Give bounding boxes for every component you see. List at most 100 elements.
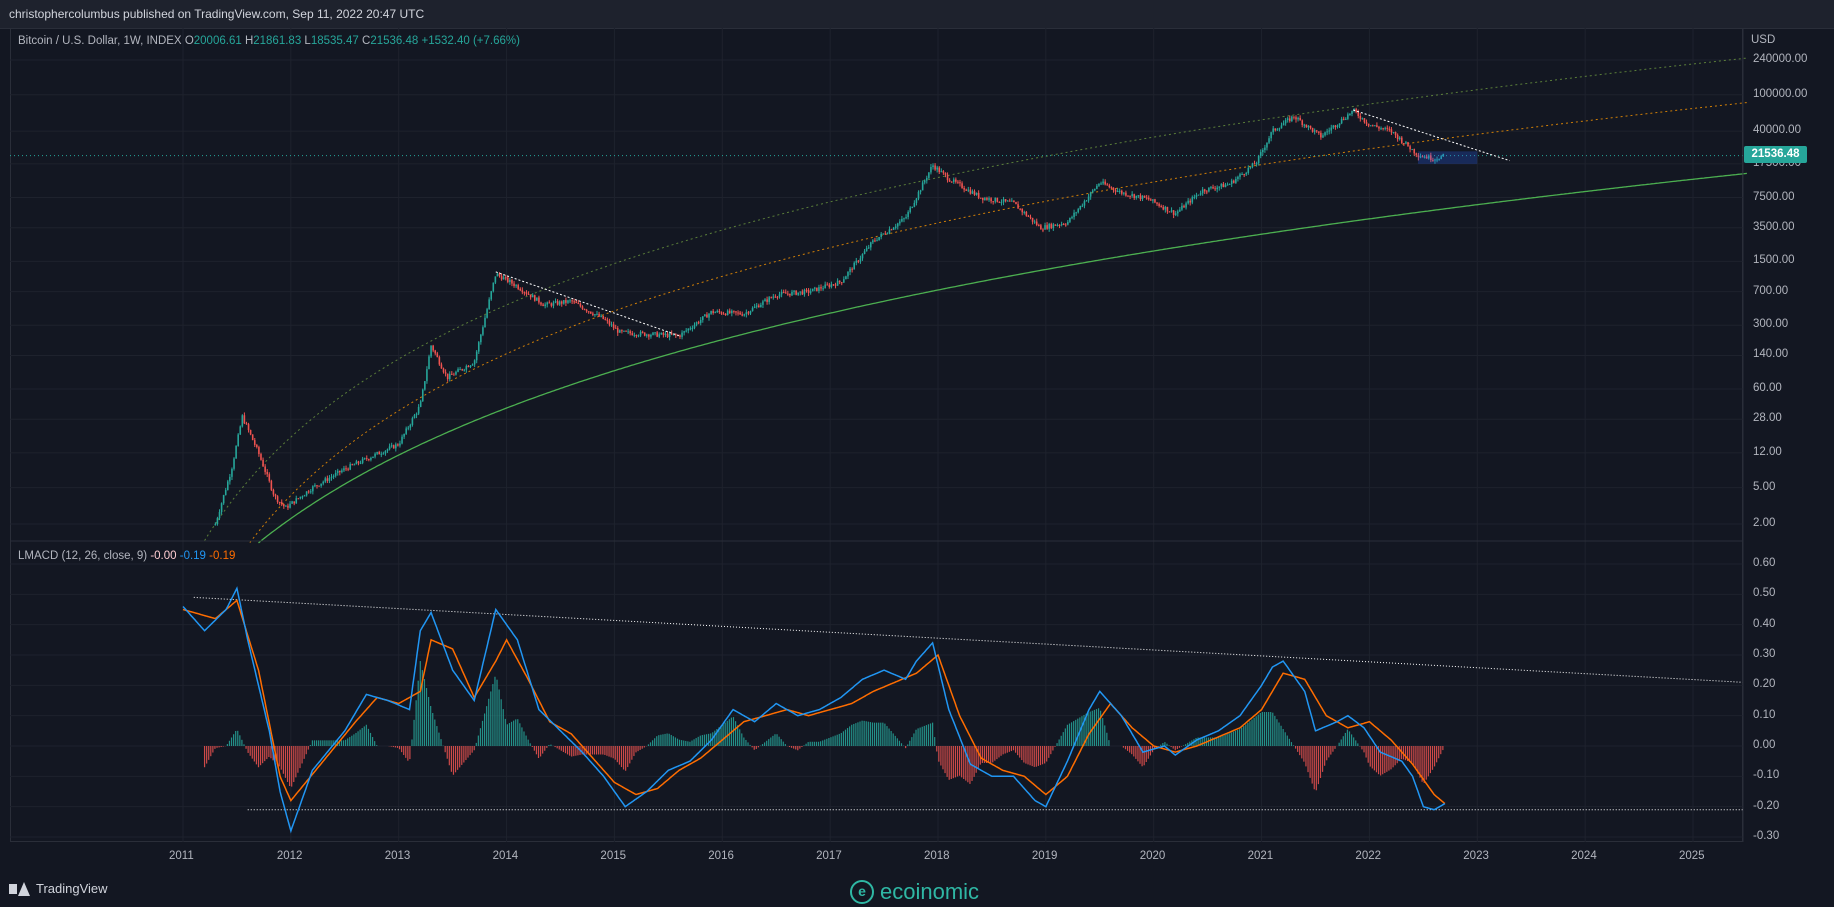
candle-body — [1407, 142, 1409, 147]
candle-body — [529, 294, 532, 298]
candle-body — [587, 311, 590, 313]
candle-body — [550, 303, 553, 306]
candle-body — [899, 221, 901, 224]
candle-body — [1303, 124, 1306, 126]
candle-body — [484, 317, 486, 328]
candle-body — [1386, 127, 1389, 129]
candle-body — [314, 485, 316, 487]
close-value: 21536.48 — [370, 35, 419, 47]
candle-body — [1212, 187, 1214, 189]
candle-body — [457, 369, 459, 372]
candle-body — [1050, 224, 1053, 229]
candle-body — [227, 481, 229, 491]
candle-body — [1413, 149, 1416, 154]
candle-body — [1359, 115, 1362, 119]
candle-body — [1166, 206, 1169, 212]
candle-body — [641, 331, 644, 333]
candle-body — [1187, 200, 1189, 204]
tradingview-logo[interactable]: TradingView — [9, 881, 108, 896]
macd-line-value: -0.19 — [179, 550, 206, 562]
ecoinomic-logo-icon: e — [850, 880, 874, 904]
candle-body — [799, 291, 802, 293]
candle-body — [579, 303, 582, 307]
macd-indicator-name[interactable]: LMACD (12, 26, close, 9) — [18, 550, 148, 562]
candle-body — [901, 218, 903, 222]
candle-body — [604, 318, 607, 320]
candle-body — [853, 262, 856, 270]
candle-body — [533, 295, 536, 301]
candle-body — [536, 297, 538, 301]
candle-body — [421, 389, 424, 402]
candle-body — [523, 292, 526, 294]
time-tick-label: 2023 — [1463, 850, 1489, 862]
chart-canvas[interactable] — [0, 0, 1834, 877]
candle-body — [689, 328, 692, 330]
candle-body — [621, 330, 623, 332]
candle-body — [318, 485, 320, 487]
candle-body — [598, 313, 600, 317]
candle-body — [726, 310, 729, 316]
time-tick-label: 2017 — [816, 850, 842, 862]
candle-body — [998, 201, 1001, 203]
candle-body — [380, 453, 383, 455]
candle-body — [1214, 188, 1216, 190]
candle-body — [486, 309, 488, 318]
candle-body — [411, 418, 414, 425]
candle-body — [1040, 225, 1042, 230]
candle-body — [214, 524, 217, 526]
candle-body — [1116, 191, 1119, 193]
candle-body — [886, 233, 889, 235]
candle-body — [807, 289, 810, 293]
candle-body — [1143, 195, 1146, 198]
candle-body — [475, 351, 478, 361]
candle-body — [1235, 178, 1237, 183]
candle-body — [395, 444, 397, 449]
candle-body — [309, 491, 312, 493]
candle-body — [805, 289, 808, 291]
candle-body — [1409, 146, 1411, 150]
candle-body — [500, 275, 503, 280]
candle-body — [239, 426, 242, 435]
candle-body — [556, 301, 559, 305]
time-tick-label: 2021 — [1247, 850, 1274, 862]
candle-body — [1152, 199, 1154, 201]
symbol-name[interactable]: Bitcoin / U.S. Dollar, 1W, INDEX — [18, 35, 182, 47]
candle-body — [894, 226, 897, 228]
candle-body — [616, 328, 619, 333]
candle-body — [378, 452, 381, 455]
candle-body — [1417, 155, 1420, 158]
candle-body — [270, 480, 273, 490]
candle-body — [969, 189, 972, 194]
candle-body — [316, 485, 318, 487]
macd-tick-label: 0.20 — [1753, 678, 1776, 691]
candle-body — [847, 271, 849, 277]
candle-body — [274, 494, 277, 497]
candle-body — [1098, 183, 1100, 186]
time-tick-label: 2015 — [600, 850, 627, 862]
candle-body — [714, 312, 717, 314]
candle-body — [1355, 109, 1357, 113]
candle-body — [739, 312, 741, 315]
candle-body — [1189, 200, 1192, 203]
price-tick-label: 12.00 — [1753, 445, 1782, 458]
candle-body — [515, 285, 517, 287]
candle-body — [757, 305, 760, 308]
candle-body — [911, 206, 914, 208]
candle-body — [1085, 200, 1088, 202]
candle-body — [544, 304, 546, 307]
candle-body — [330, 476, 333, 478]
candle-body — [1421, 156, 1424, 158]
candle-body — [291, 501, 293, 504]
candle-body — [1232, 180, 1235, 183]
candle-body — [834, 284, 837, 286]
candle-body — [467, 366, 470, 368]
candle-body — [784, 292, 787, 294]
candle-body — [1137, 195, 1140, 197]
candle-body — [971, 191, 974, 194]
candle-body — [1002, 199, 1005, 203]
candle-body — [1139, 195, 1142, 200]
candle-body — [453, 374, 455, 376]
candle-body — [828, 284, 831, 287]
candle-body — [1363, 118, 1366, 123]
candle-body — [1284, 120, 1287, 124]
